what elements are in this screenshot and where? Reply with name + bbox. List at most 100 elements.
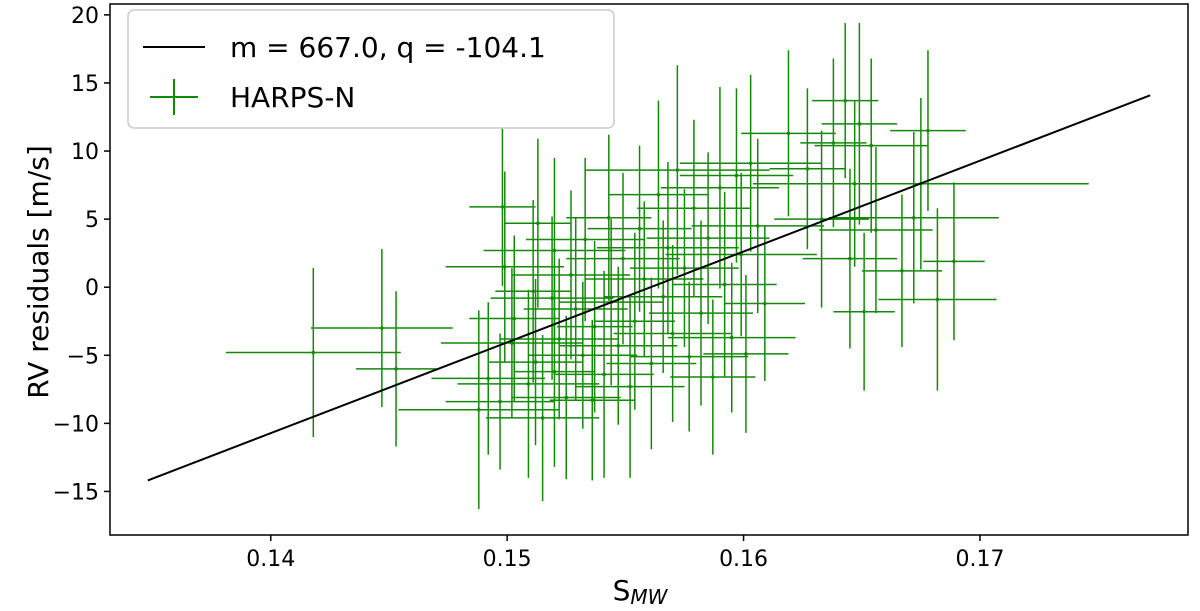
x-tick-label: 0.16 [719,547,768,572]
data-marker [498,399,502,404]
data-marker [729,335,734,340]
data-point [485,334,600,501]
data-point [566,172,680,345]
data-point [691,138,824,314]
y-tick-label: 5 [85,208,99,233]
data-point [649,220,754,406]
data-point [814,58,928,233]
plot-frame [109,3,1189,536]
x-axis-label: SMW [613,574,669,609]
data-marker [502,264,507,269]
x-axis-label-main: S [613,574,631,607]
data-point [575,295,685,478]
data-point [672,191,777,378]
data-marker [380,326,384,330]
data-marker [682,266,687,270]
data-marker [862,309,866,314]
y-tick-label: −10 [53,412,99,437]
data-point [646,152,770,324]
data-point [613,244,732,422]
data-marker [763,301,767,306]
x-axis-label-subscript: MW [630,585,668,609]
data-marker [394,367,398,371]
data-point [526,157,645,322]
data-marker [552,369,557,374]
data-marker [628,384,632,389]
x-tick-label: 0.15 [483,547,532,572]
data-point [528,281,638,429]
data-marker [592,324,597,329]
data-point [923,182,985,341]
data-point [488,279,583,446]
data-point [225,268,401,437]
data-marker [874,228,878,232]
data-point [812,23,879,179]
data-marker [550,296,554,300]
data-marker [602,372,606,377]
data-marker [748,161,753,166]
data-marker [687,354,691,359]
data-marker [786,131,791,136]
data-marker [533,360,538,364]
y-tick-label: −5 [67,344,99,369]
data-marker [500,205,505,209]
data-point [594,232,676,410]
data-point [566,134,652,301]
data-marker [512,316,517,321]
data-marker [857,122,862,126]
data-marker [711,375,715,379]
data-point [559,266,678,425]
data-marker [831,141,836,145]
data-marker [661,294,665,299]
data-marker [649,361,654,366]
data-point [469,127,536,286]
data-point [445,333,555,470]
data-marker [637,226,642,231]
data-point [549,319,635,481]
data-marker [607,215,611,220]
data-marker [926,128,930,133]
data-marker [819,217,824,221]
data-point [445,171,564,363]
data-marker [616,343,621,348]
data-point [741,50,836,217]
data-point [821,23,898,225]
data-marker [935,297,940,302]
data-point [585,201,704,357]
data-marker [564,395,569,400]
data-marker [755,224,760,228]
axes: 0.14 0.15 0.16 0.17 −15 −10 −5 0 5 10 15 20 [53,3,1189,572]
fit-line [147,94,1151,482]
data-point [630,281,749,432]
data-point [511,315,621,480]
data-marker [911,215,916,220]
data-point [495,200,571,383]
data-point [828,131,999,304]
data-marker [311,350,316,355]
data-marker [642,277,647,281]
data-marker [633,319,637,324]
data-marker [900,269,904,273]
data-marker [699,311,703,315]
legend-data-label: HARPS-N [230,81,355,114]
data-point [604,220,723,373]
data-marker [510,341,514,345]
plot-area [147,23,1151,510]
y-axis-label: RV residuals [m/s] [22,145,55,399]
data-marker [952,259,956,264]
data-marker [581,353,585,358]
data-marker [843,98,848,103]
data-point [802,168,898,349]
data-point [679,74,822,252]
data-point [431,302,545,455]
data-marker [590,398,595,403]
data-marker [540,416,545,420]
data-marker [805,166,810,171]
data-point [724,225,806,382]
data-marker [531,289,535,294]
data-marker [526,382,531,386]
data-point [769,88,846,250]
data-point [890,50,966,211]
data-point [500,258,619,420]
data-marker [656,192,661,197]
